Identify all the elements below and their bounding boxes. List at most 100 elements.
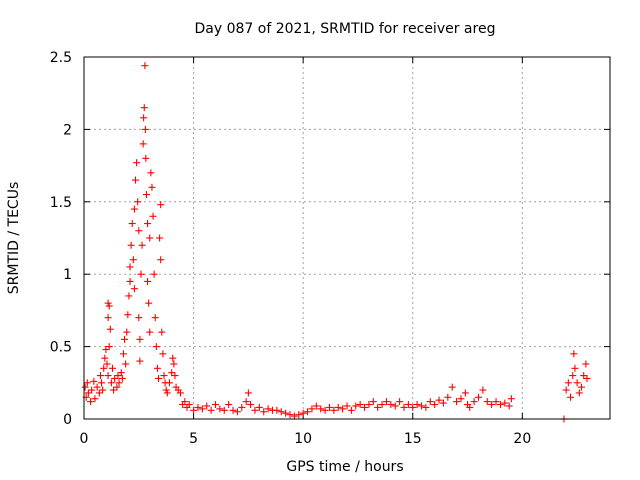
data-point bbox=[220, 406, 228, 414]
data-point bbox=[84, 389, 92, 397]
data-point bbox=[251, 406, 259, 414]
data-point bbox=[147, 169, 155, 177]
data-point bbox=[163, 389, 171, 397]
data-point bbox=[295, 411, 303, 419]
data-point bbox=[273, 406, 281, 414]
data-point bbox=[453, 398, 461, 406]
data-point bbox=[156, 234, 164, 242]
data-point bbox=[374, 403, 382, 411]
data-point bbox=[479, 386, 487, 394]
data-point bbox=[290, 412, 298, 420]
data-point bbox=[418, 402, 426, 410]
y-tick-label: 0.5 bbox=[50, 340, 72, 356]
data-point bbox=[334, 403, 342, 411]
data-point bbox=[286, 411, 294, 419]
data-point bbox=[160, 372, 168, 380]
data-point bbox=[117, 369, 125, 377]
data-point bbox=[562, 386, 570, 394]
data-point bbox=[321, 406, 329, 414]
data-point bbox=[369, 398, 377, 406]
data-point bbox=[361, 403, 369, 411]
data-point bbox=[299, 409, 307, 417]
x-axis-title: GPS time / hours bbox=[286, 459, 403, 475]
y-tick-label: 0 bbox=[63, 412, 72, 428]
data-point bbox=[141, 62, 149, 70]
data-point bbox=[81, 383, 89, 391]
data-point bbox=[190, 406, 198, 414]
data-point bbox=[151, 314, 159, 322]
data-point bbox=[119, 350, 127, 358]
data-point bbox=[126, 277, 134, 285]
data-point bbox=[106, 325, 114, 333]
data-point bbox=[136, 335, 144, 343]
data-point bbox=[144, 277, 152, 285]
data-point bbox=[422, 403, 430, 411]
data-point bbox=[216, 405, 224, 413]
data-point bbox=[157, 256, 165, 264]
data-point bbox=[413, 401, 421, 409]
data-point bbox=[229, 406, 237, 414]
data-point bbox=[105, 302, 113, 310]
y-axis-ticks: 0 0.5 1 1.5 2 2.5 bbox=[50, 50, 610, 428]
data-point bbox=[567, 393, 575, 401]
y-tick-label: 1.5 bbox=[50, 195, 72, 211]
y-tick-label: 1 bbox=[63, 267, 72, 283]
data-point bbox=[583, 374, 591, 382]
data-point bbox=[159, 350, 167, 358]
data-point bbox=[150, 270, 158, 278]
data-point bbox=[580, 372, 588, 380]
data-point bbox=[365, 401, 373, 409]
data-point bbox=[356, 401, 364, 409]
data-point bbox=[582, 360, 590, 368]
data-point bbox=[114, 372, 122, 380]
data-point bbox=[135, 314, 143, 322]
data-point bbox=[96, 372, 104, 380]
data-point bbox=[492, 398, 500, 406]
data-point bbox=[382, 398, 390, 406]
data-points bbox=[81, 62, 591, 423]
data-point bbox=[146, 234, 154, 242]
data-point bbox=[102, 345, 110, 353]
data-point bbox=[88, 386, 96, 394]
data-point bbox=[142, 191, 150, 199]
data-point bbox=[391, 402, 399, 410]
data-point bbox=[118, 374, 126, 382]
data-point bbox=[146, 328, 154, 336]
data-point bbox=[87, 398, 95, 406]
data-point bbox=[91, 395, 99, 403]
data-point bbox=[145, 299, 153, 307]
data-point bbox=[141, 125, 149, 133]
data-point bbox=[138, 241, 146, 249]
data-point bbox=[126, 263, 134, 271]
x-tick-label: 20 bbox=[513, 431, 531, 447]
data-point bbox=[304, 408, 312, 416]
x-tick-label: 5 bbox=[189, 431, 198, 447]
data-point bbox=[152, 343, 160, 351]
data-point bbox=[496, 401, 504, 409]
data-point bbox=[343, 402, 351, 410]
data-point bbox=[134, 198, 142, 206]
data-point bbox=[168, 369, 176, 377]
data-point bbox=[238, 403, 246, 411]
data-point bbox=[198, 405, 206, 413]
data-point bbox=[110, 386, 118, 394]
data-point bbox=[144, 220, 152, 228]
data-point bbox=[123, 328, 131, 336]
data-point bbox=[352, 402, 360, 410]
x-tick-label: 15 bbox=[404, 431, 422, 447]
data-point bbox=[176, 389, 184, 397]
data-point bbox=[137, 270, 145, 278]
data-point bbox=[505, 402, 513, 410]
data-point bbox=[396, 398, 404, 406]
data-point bbox=[100, 364, 108, 372]
data-point bbox=[103, 360, 111, 368]
data-point bbox=[130, 285, 138, 293]
data-point bbox=[101, 354, 109, 362]
data-point bbox=[149, 212, 157, 220]
data-point bbox=[136, 357, 144, 365]
data-point bbox=[127, 241, 135, 249]
data-point bbox=[570, 350, 578, 358]
data-point bbox=[185, 401, 193, 409]
chart-title: Day 087 of 2021, SRMTID for receiver are… bbox=[195, 21, 496, 37]
data-point bbox=[225, 401, 233, 409]
